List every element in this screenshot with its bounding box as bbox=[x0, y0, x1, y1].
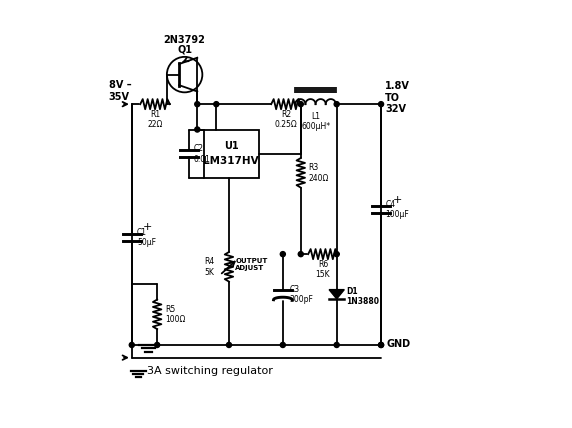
Text: R4
5K: R4 5K bbox=[204, 257, 214, 276]
Text: GND: GND bbox=[386, 339, 410, 349]
Text: R3
240Ω: R3 240Ω bbox=[308, 163, 329, 182]
Circle shape bbox=[154, 342, 160, 348]
Text: +: + bbox=[392, 195, 402, 205]
Text: OUTPUT
ADJUST: OUTPUT ADJUST bbox=[235, 258, 268, 270]
Text: LM317HV: LM317HV bbox=[203, 156, 259, 166]
Circle shape bbox=[334, 101, 339, 107]
Text: U1: U1 bbox=[224, 141, 239, 151]
Circle shape bbox=[379, 342, 384, 348]
Circle shape bbox=[298, 101, 303, 107]
Text: 1.8V
TO
32V: 1.8V TO 32V bbox=[386, 81, 410, 114]
Circle shape bbox=[298, 252, 303, 257]
Circle shape bbox=[334, 252, 339, 257]
Circle shape bbox=[280, 342, 285, 348]
Text: R6
15K: R6 15K bbox=[316, 260, 330, 279]
Circle shape bbox=[227, 342, 232, 348]
Text: C3
300pF: C3 300pF bbox=[289, 285, 313, 304]
Text: 2N3792: 2N3792 bbox=[164, 35, 205, 45]
Circle shape bbox=[280, 252, 285, 257]
Text: L1
600μH*: L1 600μH* bbox=[301, 112, 330, 131]
Text: C2
0.01: C2 0.01 bbox=[194, 144, 211, 163]
FancyBboxPatch shape bbox=[204, 130, 259, 178]
Text: R2
0.25Ω: R2 0.25Ω bbox=[275, 110, 297, 130]
Text: 8V –
35V: 8V – 35V bbox=[109, 80, 131, 102]
Circle shape bbox=[214, 101, 219, 107]
Text: C4
100μF: C4 100μF bbox=[386, 200, 409, 220]
Polygon shape bbox=[329, 290, 344, 299]
Text: R1
22Ω: R1 22Ω bbox=[148, 110, 162, 130]
Text: 3A switching regulator: 3A switching regulator bbox=[148, 366, 273, 376]
Circle shape bbox=[379, 342, 384, 348]
Circle shape bbox=[129, 342, 134, 348]
Circle shape bbox=[334, 342, 339, 348]
Text: +: + bbox=[143, 222, 153, 232]
Circle shape bbox=[194, 127, 200, 132]
Text: R5
100Ω: R5 100Ω bbox=[165, 305, 185, 324]
Circle shape bbox=[194, 101, 200, 107]
Text: Q1: Q1 bbox=[177, 45, 192, 55]
Text: D1
1N3880: D1 1N3880 bbox=[346, 287, 379, 306]
Text: C1
50μF: C1 50μF bbox=[137, 228, 156, 247]
Circle shape bbox=[379, 101, 384, 107]
